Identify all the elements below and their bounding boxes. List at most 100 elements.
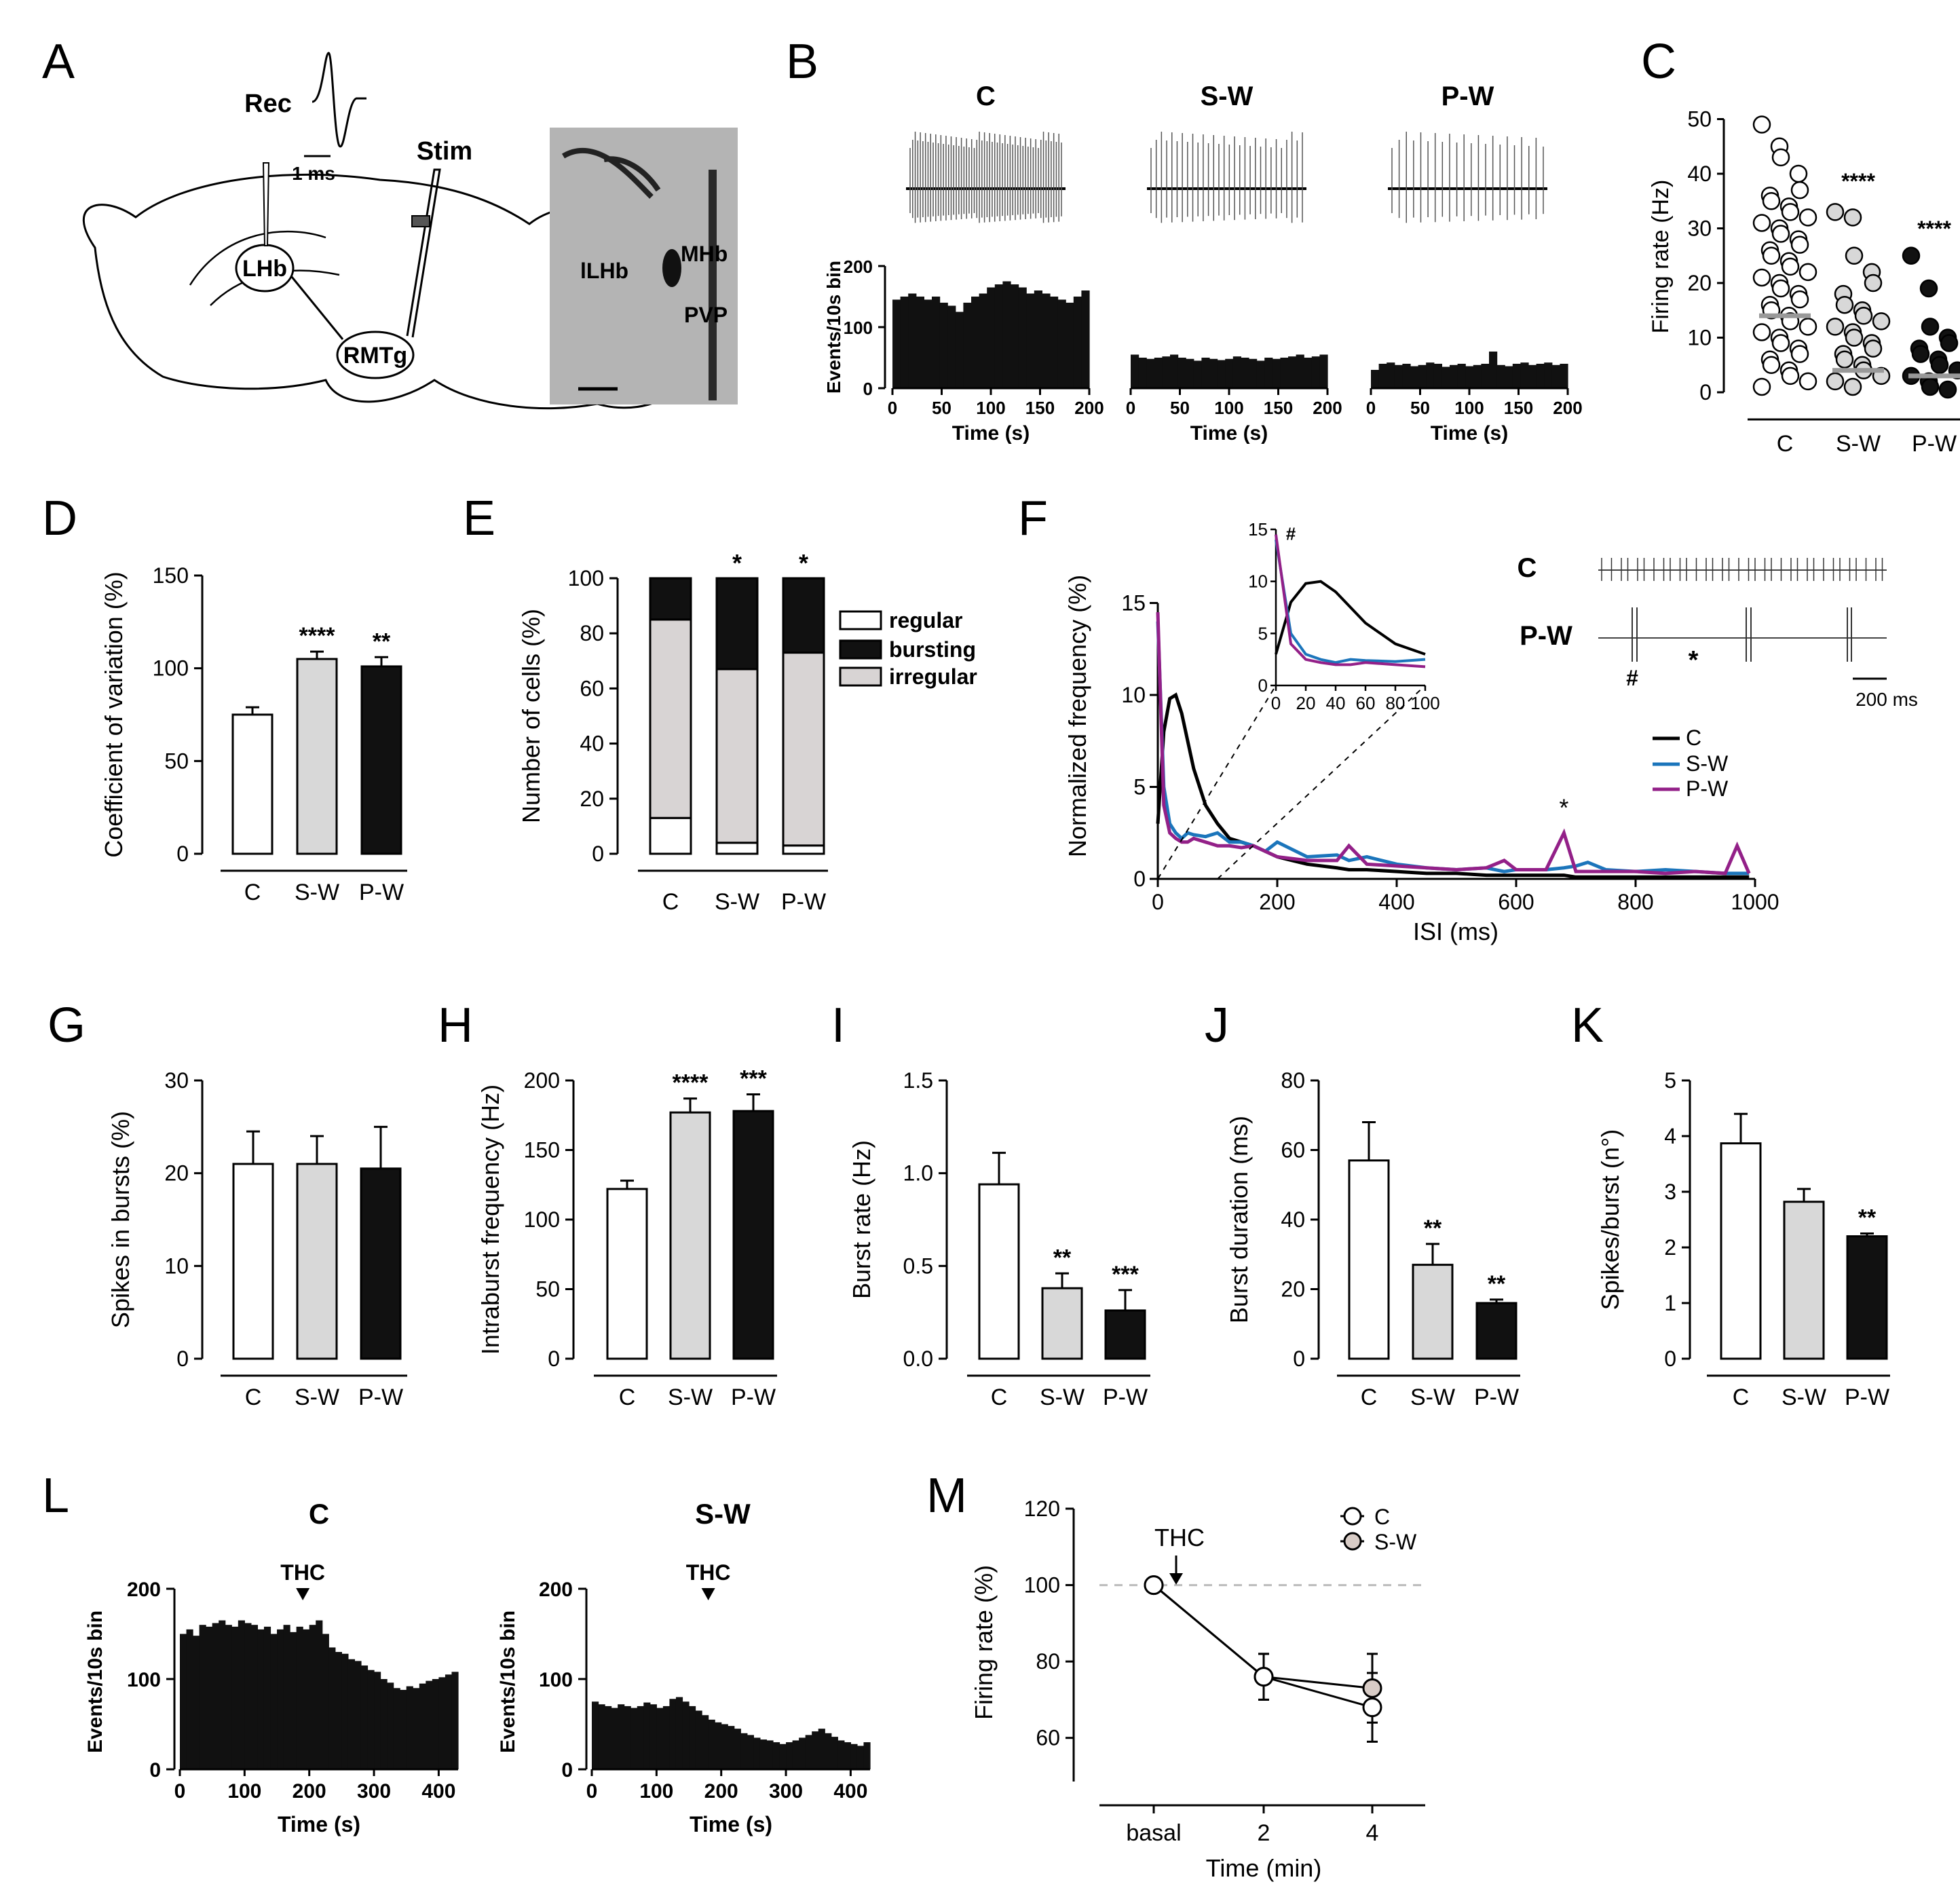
f-inset-x-tick-label: 40	[1326, 693, 1346, 713]
panel-letter-d: D	[42, 491, 77, 546]
c-point-c	[1781, 203, 1800, 221]
f-inset-x-tick-label: 60	[1356, 693, 1376, 713]
pK-significance: **	[1858, 1205, 1877, 1231]
b-bar-c	[947, 305, 956, 388]
lhb-label: LHb	[242, 256, 287, 282]
spike-waveform	[312, 52, 366, 148]
pJ-y-tick-label: 20	[1281, 1277, 1305, 1302]
f-legend-label-p-w: P-W	[1686, 776, 1729, 801]
b-trace-title-s-w: S-W	[1201, 81, 1254, 111]
b-bar-s-w	[1256, 360, 1265, 388]
f-y-tick-label: 0	[1133, 867, 1146, 891]
l-bar-c	[199, 1625, 206, 1769]
l-bar-c	[231, 1626, 239, 1769]
c-point-s-w	[1854, 307, 1873, 325]
l-x-tick-label: 400	[421, 1780, 455, 1803]
corpus-callosum-line	[189, 231, 326, 286]
panel-letter-m: M	[926, 1469, 967, 1523]
e-legend-swatch-irregular	[839, 666, 882, 687]
b-bar-c	[1050, 297, 1059, 388]
l-bar-s-w	[772, 1742, 780, 1769]
l-bar-c	[303, 1629, 310, 1769]
pK-y-tick-label: 0	[1664, 1346, 1676, 1371]
panel-d: 0 50 100 150 Coefficient of variation (%) C **…	[100, 563, 407, 905]
l-y-axis-label: Events/10s bin	[497, 1610, 519, 1753]
b-bar-s-w	[1209, 358, 1218, 388]
l-bar-c	[445, 1674, 453, 1769]
c-significance: ****	[1841, 169, 1875, 193]
b-bar-p-w	[1410, 366, 1419, 388]
e-y-tick-label: 0	[592, 842, 604, 866]
b-bar-s-w	[1186, 358, 1194, 388]
e-significance: *	[732, 549, 742, 577]
l-bar-c	[426, 1680, 433, 1769]
l-x-axis-label: Time (s)	[278, 1812, 360, 1836]
c-point-p-w	[1921, 318, 1940, 336]
l-y-tick-label: 200	[539, 1579, 573, 1601]
b-bar-p-w	[1402, 364, 1411, 388]
b-bar-p-w	[1473, 364, 1482, 388]
pD-category-label: P-W	[359, 880, 404, 905]
f-zoom-guide	[1217, 685, 1426, 880]
c-point-p-w	[1940, 334, 1959, 352]
b-x-tick-label: 100	[1454, 398, 1484, 418]
pK-y-tick-label: 2	[1664, 1235, 1676, 1260]
l-x-tick-label: 400	[833, 1780, 867, 1803]
b-y-axis-label: Events/10s bin	[823, 261, 844, 394]
l-marker-label: THC	[280, 1560, 325, 1585]
m-point-c	[1362, 1697, 1382, 1718]
panel-letter-c: C	[1641, 35, 1676, 89]
l-bar-s-w	[799, 1737, 806, 1769]
l-x-tick-label: 200	[293, 1780, 326, 1803]
b-bar-p-w	[1512, 364, 1521, 388]
b-x-axis-label: Time (s)	[1431, 422, 1508, 445]
f-x-tick-label: 600	[1498, 890, 1534, 914]
c-significance: ****	[1917, 216, 1951, 241]
l-marker-label: THC	[686, 1560, 731, 1585]
pI-y-axis-label: Burst rate (Hz)	[848, 1140, 875, 1299]
pH-significance: ***	[740, 1066, 767, 1092]
e-bar-regular-p-w	[782, 844, 825, 855]
pD-y-tick-label: 0	[176, 842, 189, 866]
b-x-tick-label: 150	[1264, 398, 1293, 418]
l-y-axis-label: Events/10s bin	[84, 1610, 107, 1753]
c-point-c	[1752, 268, 1771, 287]
b-bar-s-w	[1249, 358, 1258, 388]
pJ-bar-s-w	[1412, 1264, 1454, 1360]
b-bar-c	[1057, 299, 1066, 388]
b-bar-s-w	[1201, 358, 1210, 388]
l-bar-s-w	[592, 1701, 599, 1769]
l-bar-c	[290, 1632, 297, 1769]
pD-category-label: S-W	[295, 880, 339, 905]
c-y-axis-label: Firing rate (Hz)	[1648, 180, 1674, 334]
l-bar-s-w	[734, 1729, 741, 1769]
pD-y-tick-label: 100	[153, 656, 189, 681]
panel-k: 0 1 2 3 4 5 Spikes/burst (n°) C S-W ** P-W	[1596, 1068, 1890, 1410]
b-bar-s-w	[1280, 358, 1289, 388]
e-bar-bursting-c	[649, 577, 692, 621]
e-bar-regular-c	[649, 816, 692, 855]
panel-letter-l: L	[42, 1469, 69, 1523]
pD-bar-p-w	[360, 665, 402, 855]
e-legend-label-regular: regular	[889, 608, 962, 633]
f-inset-x-tick-label: 100	[1410, 693, 1439, 713]
c-point-s-w	[1826, 318, 1845, 336]
b-bar-c	[963, 303, 972, 388]
c-point-c	[1790, 181, 1809, 200]
l-bar-c	[419, 1683, 426, 1769]
l-bar-s-w	[708, 1719, 715, 1769]
l-bar-s-w	[728, 1726, 735, 1769]
b-x-tick-label: 200	[1313, 398, 1342, 418]
stimulation-electrode	[406, 168, 441, 338]
pH-bar-c	[606, 1188, 648, 1360]
b-x-tick-label: 150	[1025, 398, 1055, 418]
pD-bar-s-w	[296, 658, 338, 855]
c-point-c	[1762, 246, 1781, 265]
pH-y-tick-label: 100	[524, 1207, 560, 1232]
panel-letter-e: E	[463, 491, 495, 546]
m-y-tick-label: 100	[1024, 1573, 1060, 1598]
l-bar-s-w	[662, 1706, 671, 1769]
pJ-category-label: S-W	[1410, 1384, 1455, 1410]
f-inset-x-tick-label: 0	[1271, 693, 1281, 713]
